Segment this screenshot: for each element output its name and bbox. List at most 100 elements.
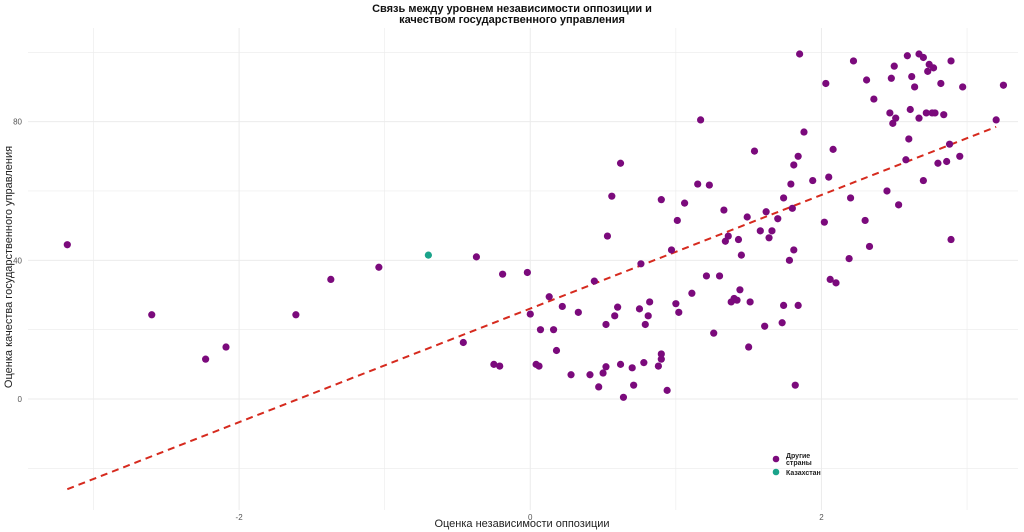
data-point-other-country xyxy=(614,303,622,311)
data-point-other-country xyxy=(641,320,649,329)
data-point-other-country xyxy=(526,310,534,318)
x-axis-title: Оценка независимости оппозиции xyxy=(434,518,609,530)
trend-line-group xyxy=(66,125,997,491)
data-point-other-country xyxy=(800,128,808,136)
data-point-other-country xyxy=(849,57,858,65)
data-point-other-country xyxy=(906,105,914,114)
data-point-other-country xyxy=(915,114,923,122)
x-tick-label: 0 xyxy=(528,513,533,522)
data-point-other-country xyxy=(603,232,612,240)
data-point-other-country xyxy=(646,298,654,306)
data-point-other-country xyxy=(697,116,705,124)
data-point-other-country xyxy=(761,322,769,330)
data-point-other-country xyxy=(657,196,665,204)
data-point-other-country xyxy=(619,393,628,401)
data-point-other-country xyxy=(862,76,871,84)
data-point-other-country xyxy=(794,152,802,160)
grid xyxy=(28,28,1018,510)
data-point-other-country xyxy=(919,176,927,185)
data-point-other-country xyxy=(929,64,938,72)
data-point-other-country xyxy=(63,241,71,249)
data-point-other-country xyxy=(663,386,671,394)
data-point-other-country xyxy=(796,50,804,58)
data-point-other-country xyxy=(922,109,930,117)
data-point-other-country xyxy=(375,263,383,271)
data-point-other-country xyxy=(628,364,636,372)
chart-title-line-2: качеством государственного управления xyxy=(399,14,625,26)
data-point-other-country xyxy=(790,246,798,254)
data-point-other-country xyxy=(947,235,955,244)
data-point-other-country xyxy=(672,300,680,308)
data-point-other-country xyxy=(558,302,566,311)
data-point-other-country xyxy=(778,319,786,327)
data-point-other-country xyxy=(595,383,603,391)
data-point-kazakhstan xyxy=(424,251,432,259)
data-point-other-country xyxy=(762,208,770,216)
data-point-other-country xyxy=(545,293,553,301)
data-point-other-country xyxy=(845,254,853,263)
data-point-other-country xyxy=(552,346,561,355)
data-point-other-country xyxy=(490,360,498,368)
data-point-other-country xyxy=(675,308,683,316)
data-point-other-country xyxy=(608,192,616,200)
data-point-other-country xyxy=(945,140,954,148)
data-point-other-country xyxy=(756,227,764,235)
data-point-other-country xyxy=(890,62,898,70)
data-point-other-country xyxy=(644,312,652,320)
data-point-other-country xyxy=(832,279,840,287)
data-point-other-country xyxy=(536,326,545,334)
data-point-other-country xyxy=(788,204,796,212)
y-axis-title: Оценка качества государственного управле… xyxy=(3,146,15,388)
data-point-other-country xyxy=(822,79,830,88)
data-point-other-country xyxy=(908,72,916,81)
data-point-other-country xyxy=(934,159,942,167)
data-point-other-country xyxy=(870,95,878,103)
x-tick-label: -2 xyxy=(236,513,244,522)
data-point-other-country xyxy=(694,180,702,188)
data-point-other-country xyxy=(616,159,625,167)
data-point-other-country xyxy=(892,114,900,122)
data-point-other-country xyxy=(829,145,837,153)
data-point-other-country xyxy=(459,338,467,347)
data-point-other-country xyxy=(611,312,619,320)
data-point-other-country xyxy=(602,363,610,371)
data-point-other-country xyxy=(292,311,300,319)
data-point-other-country xyxy=(549,326,558,334)
data-point-other-country xyxy=(791,381,799,389)
data-point-other-country xyxy=(992,116,1000,124)
data-point-other-country xyxy=(780,194,788,202)
data-point-other-country xyxy=(640,359,648,367)
data-point-other-country xyxy=(887,74,895,82)
data-point-other-country xyxy=(903,52,911,60)
data-point-other-country xyxy=(794,301,802,310)
data-point-other-country xyxy=(861,216,869,225)
data-point-other-country xyxy=(902,156,910,164)
data-point-other-country xyxy=(768,227,776,235)
y-tick-label: 40 xyxy=(13,256,22,265)
data-point-other-country xyxy=(574,308,582,316)
data-point-other-country xyxy=(765,234,773,242)
data-point-other-country xyxy=(895,201,903,209)
data-point-other-country xyxy=(947,57,955,65)
data-point-other-country xyxy=(657,355,665,363)
data-point-other-country xyxy=(780,301,788,310)
data-point-other-country xyxy=(785,256,794,264)
legend-label-other-line-2: страны xyxy=(786,460,812,467)
data-point-other-country xyxy=(635,305,644,313)
data-point-other-country xyxy=(599,369,607,377)
data-point-other-country xyxy=(654,362,662,370)
data-point-other-country xyxy=(202,355,210,363)
data-point-other-country xyxy=(746,298,754,306)
data-point-other-country xyxy=(499,270,507,278)
data-point-other-country xyxy=(919,53,927,62)
y-tick-label: 80 xyxy=(13,118,22,127)
data-point-other-country xyxy=(787,180,795,188)
data-point-other-country xyxy=(883,187,891,195)
data-point-other-country xyxy=(956,152,964,160)
data-point-other-country xyxy=(523,268,531,277)
data-point-other-country xyxy=(590,277,598,285)
data-points xyxy=(63,50,1008,401)
data-point-other-country xyxy=(667,246,676,254)
data-point-other-country xyxy=(705,181,713,189)
